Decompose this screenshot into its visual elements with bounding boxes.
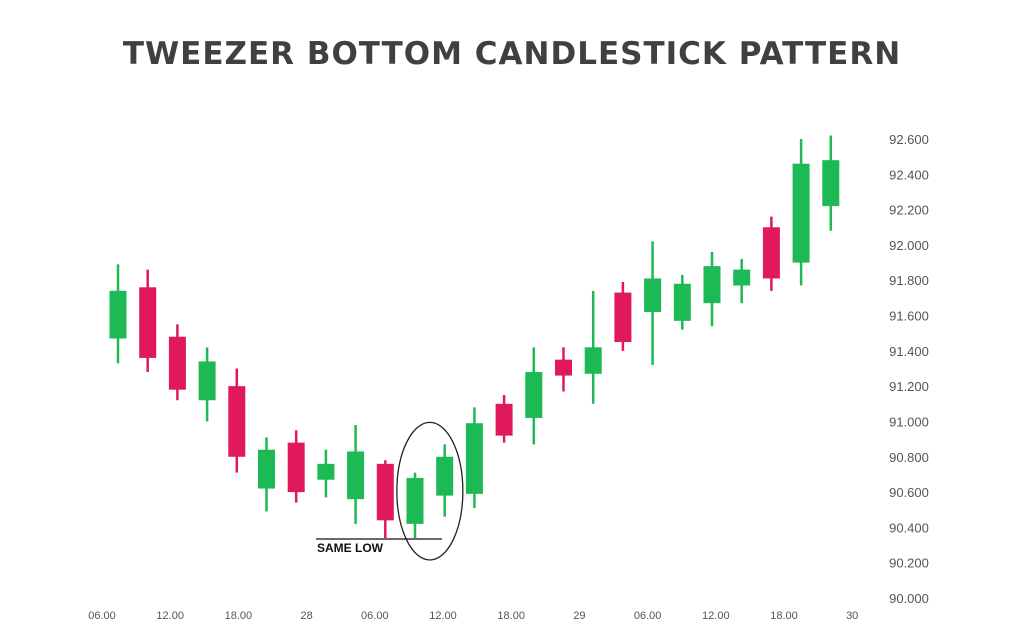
candle xyxy=(406,472,424,538)
candle xyxy=(317,449,335,498)
candle xyxy=(614,281,632,351)
y-tick-label: 91.000 xyxy=(889,414,929,429)
y-tick-label: 90.800 xyxy=(889,450,929,465)
x-tick-label: 06.00 xyxy=(361,610,389,622)
candle-body-bullish xyxy=(644,278,662,313)
candle xyxy=(376,460,394,538)
candle-body-bullish xyxy=(792,163,810,263)
y-tick-label: 90.200 xyxy=(889,556,929,571)
candle xyxy=(792,139,810,286)
candle-body-bearish xyxy=(228,386,246,457)
annotation-group: SAME LOW xyxy=(316,421,464,561)
candle xyxy=(733,259,751,304)
candle xyxy=(198,347,216,422)
candle-body-bullish xyxy=(109,290,127,339)
candle-body-bearish xyxy=(495,403,513,436)
candle xyxy=(703,251,721,327)
candle xyxy=(228,368,246,473)
candle-body-bullish xyxy=(465,423,483,494)
candles-group xyxy=(109,135,840,538)
candle-body-bearish xyxy=(614,292,632,343)
candle-body-bullish xyxy=(317,463,335,480)
x-axis-ticks: 06.00 12.00 18.00 28 06.00 12.00 18.00 29 06.00 1… xyxy=(88,610,858,622)
candle xyxy=(139,269,157,373)
candle-body-bearish xyxy=(376,463,394,521)
candle xyxy=(465,407,483,508)
highlight-ellipse xyxy=(396,421,464,561)
x-tick-label: 06.00 xyxy=(634,610,662,622)
y-tick-label: 92.400 xyxy=(889,167,929,182)
candle-body-bullish xyxy=(347,451,365,500)
y-tick-label: 92.000 xyxy=(889,238,929,253)
candle-body-bullish xyxy=(673,283,691,321)
x-tick-label: 12.00 xyxy=(702,610,730,622)
x-tick-label: 12.00 xyxy=(429,610,457,622)
candle-body-bullish xyxy=(584,347,602,374)
x-tick-label: 29 xyxy=(573,610,585,622)
candle-body-bullish xyxy=(822,160,840,207)
chart-title: TWEEZER BOTTOM CANDLESTICK PATTERN xyxy=(122,36,902,72)
candle xyxy=(287,430,305,503)
candle xyxy=(168,324,186,401)
y-tick-label: 92.600 xyxy=(889,132,929,147)
candle-body-bearish xyxy=(287,442,305,493)
candle-body-bullish xyxy=(406,477,424,524)
y-tick-label: 91.200 xyxy=(889,379,929,394)
candle-body-bearish xyxy=(555,359,572,376)
candle xyxy=(673,274,691,330)
y-tick-label: 90.600 xyxy=(889,485,929,500)
y-tick-label: 91.400 xyxy=(889,344,929,359)
y-tick-label: 91.600 xyxy=(889,309,929,324)
y-axis-ticks: 92.600 92.400 92.200 92.000 91.800 91.600 91.4… xyxy=(889,132,929,606)
y-tick-label: 91.800 xyxy=(889,273,929,288)
y-tick-label: 92.200 xyxy=(889,203,929,218)
candle xyxy=(347,424,365,524)
candle-body-bullish xyxy=(436,456,454,496)
candle xyxy=(822,135,840,231)
candle-body-bullish xyxy=(258,449,275,489)
candle-body-bearish xyxy=(168,336,186,390)
candle-body-bullish xyxy=(198,361,216,401)
x-tick-label: 18.00 xyxy=(225,610,253,622)
x-tick-label: 06.00 xyxy=(88,610,116,622)
x-tick-label: 18.00 xyxy=(770,610,798,622)
candle xyxy=(584,290,602,404)
candle xyxy=(109,264,127,364)
candle xyxy=(762,216,780,291)
candle-body-bullish xyxy=(525,372,543,418)
candle xyxy=(436,444,454,517)
x-tick-label: 12.00 xyxy=(156,610,184,622)
candle xyxy=(525,347,543,445)
candle xyxy=(644,241,662,365)
candle xyxy=(495,394,513,443)
x-tick-label: 18.00 xyxy=(497,610,525,622)
y-tick-label: 90.000 xyxy=(889,591,929,606)
candle-body-bearish xyxy=(762,227,780,279)
x-tick-label: 28 xyxy=(300,610,312,622)
candle-body-bearish xyxy=(139,287,157,358)
candle-body-bullish xyxy=(703,266,721,304)
same-low-label: SAME LOW xyxy=(317,541,384,555)
candle xyxy=(555,347,572,392)
x-tick-label: 30 xyxy=(846,610,858,622)
candle-body-bullish xyxy=(733,269,751,286)
candle xyxy=(258,437,275,512)
y-tick-label: 90.400 xyxy=(889,520,929,535)
